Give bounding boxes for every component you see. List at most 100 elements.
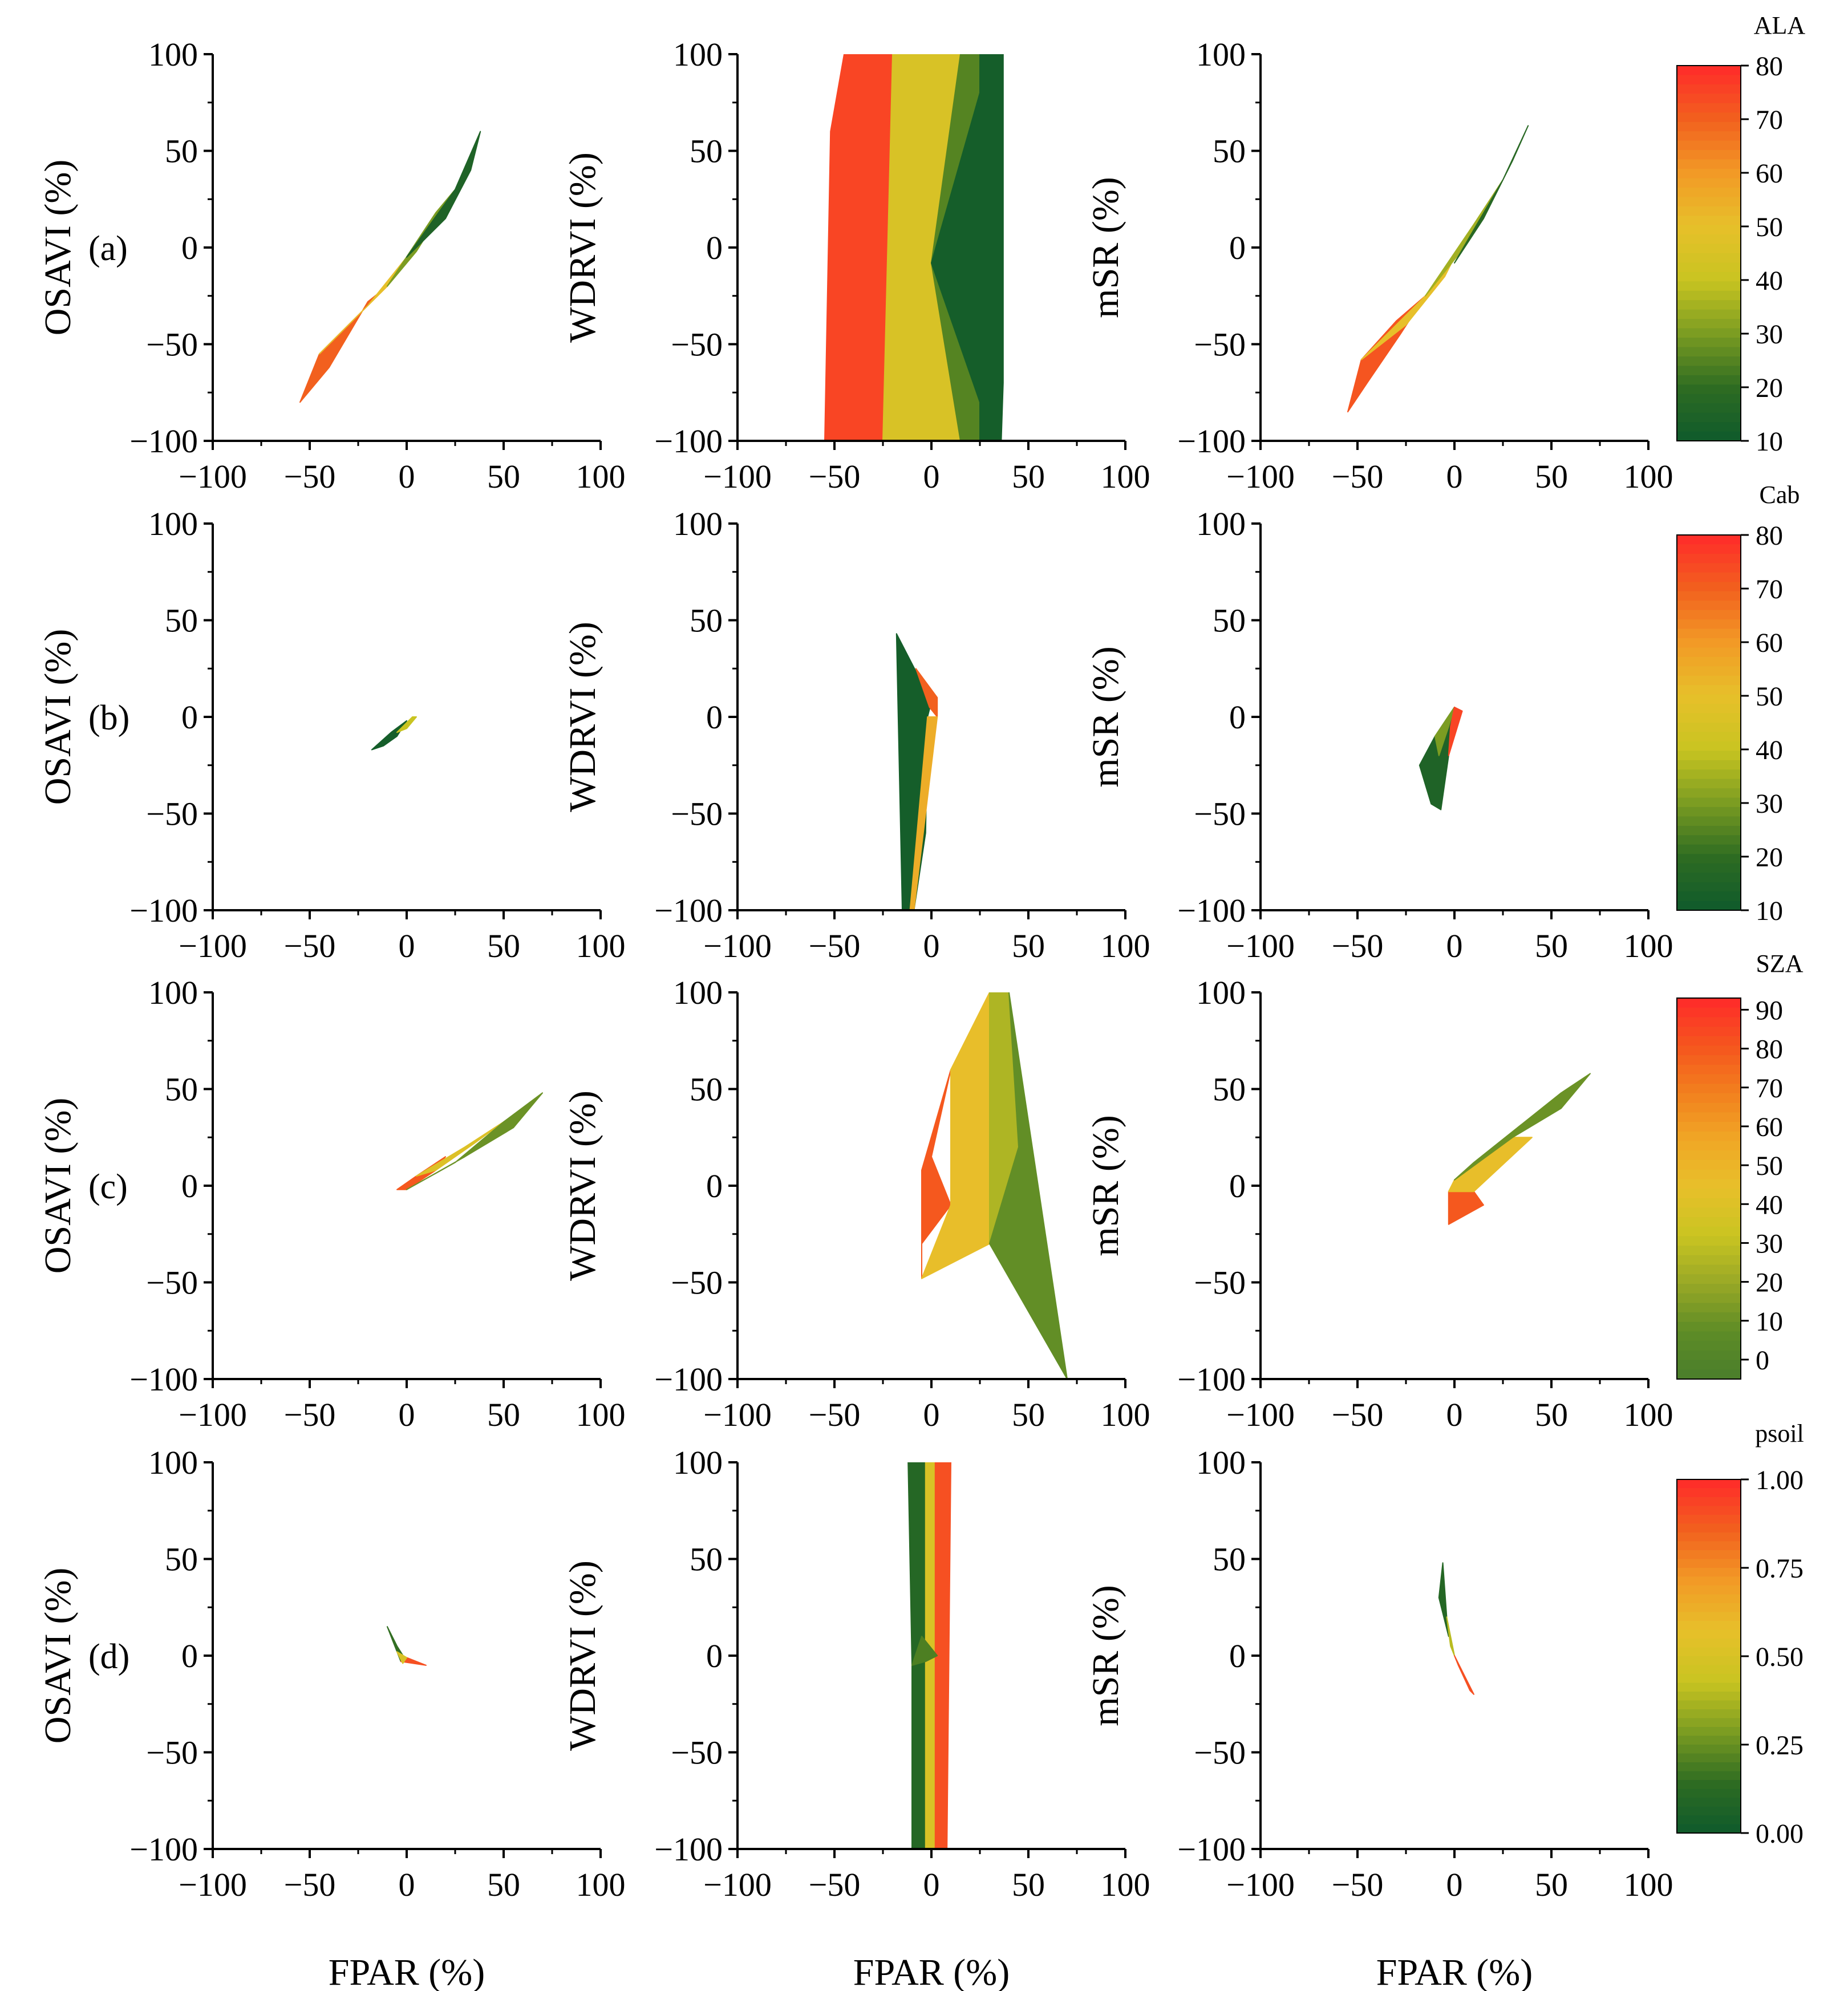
colorbar-segment [1677, 788, 1741, 798]
data-region [1454, 125, 1529, 264]
colorbar-segment [1677, 1674, 1741, 1684]
colorbar-segment [1677, 835, 1741, 845]
colorbar-segment [1677, 1692, 1741, 1701]
x-tick-label: −100 [703, 1396, 772, 1433]
x-tick-label: −100 [703, 458, 772, 495]
subplot-r2-c2: −100 −50 0 50 100 −100 −50 0 50 100 WDRVI (%) [562, 505, 1150, 964]
colorbar-segment [1677, 1568, 1741, 1578]
x-tick-label: −100 [179, 1396, 247, 1433]
y-tick-label: −100 [129, 1361, 198, 1398]
data-region [1360, 256, 1455, 360]
colorbar-segment [1677, 281, 1741, 291]
x-tick-label: 0 [1446, 927, 1463, 964]
panel-label: (b) [88, 699, 129, 737]
colorbar-segment [1677, 873, 1741, 883]
colorbar-frame [1676, 65, 1741, 441]
subplot-r1-c1: −100 −50 0 50 100 −100 −50 0 50 100 OSAVI (%) (a) [37, 36, 626, 495]
colorbar-tick-label: 30 [1756, 789, 1783, 819]
data-regions [921, 992, 1068, 1379]
x-tick-label: 100 [1101, 1396, 1150, 1433]
colorbar-segment [1677, 1639, 1741, 1648]
data-region [396, 1651, 407, 1664]
data-region [406, 1092, 543, 1190]
y-tick-label: 100 [1196, 36, 1246, 73]
colorbar-segment [1677, 572, 1741, 583]
panel-label: (c) [88, 1167, 128, 1206]
colorbar-segment [1677, 103, 1741, 113]
colorbar-segment [1677, 582, 1741, 592]
colorbar-segment [1677, 1753, 1741, 1763]
colorbar-tick-label: 0 [1756, 1345, 1769, 1376]
colorbar-segment [1677, 638, 1741, 648]
x-tick-label: 50 [1535, 927, 1568, 964]
y-tick-label: 50 [1213, 133, 1246, 170]
colorbar-segment [1677, 553, 1741, 564]
colorbar-segment [1677, 732, 1741, 742]
colorbar-segment [1677, 1771, 1741, 1781]
x-tick-label: 0 [1446, 1396, 1463, 1433]
y-axis-label: WDRVI (%) [562, 152, 603, 343]
colorbar-tick-label: 20 [1756, 842, 1783, 873]
colorbar-segment [1677, 1159, 1741, 1170]
subplot-r3-c3: −100 −50 0 50 100 −100 −50 0 50 100 mSR (%) [1085, 974, 1673, 1433]
y-axis-label: WDRVI (%) [562, 1090, 603, 1281]
colorbar-segment [1677, 1806, 1741, 1816]
y-tick-label: 50 [165, 133, 198, 170]
colorbar-tick-label: 90 [1756, 995, 1783, 1025]
colorbar-segment [1677, 1189, 1741, 1199]
x-tick-label: −50 [809, 1396, 861, 1433]
panel-label: (d) [88, 1637, 129, 1676]
y-tick-label: −100 [654, 423, 723, 460]
subplot-r2-c1: −100 −50 0 50 100 −100 −50 0 50 100 OSAVI (%) (b) [37, 505, 626, 964]
panel-label: (a) [88, 229, 128, 268]
colorbar-segment [1677, 140, 1741, 151]
colorbar-segment [1677, 1226, 1741, 1237]
colorbar-segment [1677, 1236, 1741, 1247]
y-tick-label: 100 [1196, 505, 1246, 542]
colorbar-segment [1677, 854, 1741, 864]
data-region [921, 992, 990, 1279]
colorbar-tick-label: 50 [1756, 682, 1783, 712]
colorbar-segment [1677, 610, 1741, 620]
y-tick-label: −50 [146, 326, 198, 363]
data-region [1454, 1655, 1474, 1695]
colorbar-segment [1677, 1074, 1741, 1085]
colorbar-segment [1677, 1102, 1741, 1113]
colorbar-segment [1677, 1084, 1741, 1094]
colorbar-segment [1677, 1169, 1741, 1180]
colorbar-segment [1677, 713, 1741, 723]
colorbar-segment [1677, 1532, 1741, 1542]
x-tick-label: 100 [1624, 1396, 1673, 1433]
colorbar-segment [1677, 1621, 1741, 1631]
colorbar-segment [1677, 901, 1741, 911]
colorbar-segment [1677, 1789, 1741, 1798]
colorbar-segment [1677, 66, 1741, 76]
y-tick-label: 50 [1213, 1541, 1246, 1578]
colorbar-segment [1677, 1007, 1741, 1018]
x-tick-label: 100 [1624, 1866, 1673, 1903]
y-tick-label: 50 [690, 1541, 723, 1578]
colorbar-tick-label: 70 [1756, 1073, 1783, 1104]
x-tick-label: 0 [923, 458, 940, 495]
colorbar-segment [1677, 422, 1741, 432]
y-tick-label: −100 [1177, 1831, 1246, 1868]
subplot-r1-c3: −100 −50 0 50 100 −100 −50 0 50 100 mSR (%) [1085, 36, 1673, 495]
colorbar-segment [1677, 1647, 1741, 1657]
colorbar-segment [1677, 1515, 1741, 1524]
data-region [989, 992, 1068, 1379]
colorbar-segment [1677, 628, 1741, 639]
y-tick-label: −50 [146, 1734, 198, 1771]
y-tick-label: 0 [1229, 1637, 1246, 1674]
x-tick-label: 0 [399, 458, 415, 495]
colorbar-segment [1677, 1745, 1741, 1754]
colorbar-segment [1677, 1055, 1741, 1065]
colorbar-segment [1677, 535, 1741, 545]
colorbar-frame [1676, 534, 1741, 911]
y-tick-label: 100 [148, 36, 198, 73]
x-tick-label: 50 [1012, 927, 1045, 964]
colorbar-segment [1677, 1550, 1741, 1560]
data-regions [907, 1462, 951, 1849]
y-tick-label: −50 [671, 1734, 723, 1771]
colorbar-segment [1677, 563, 1741, 573]
